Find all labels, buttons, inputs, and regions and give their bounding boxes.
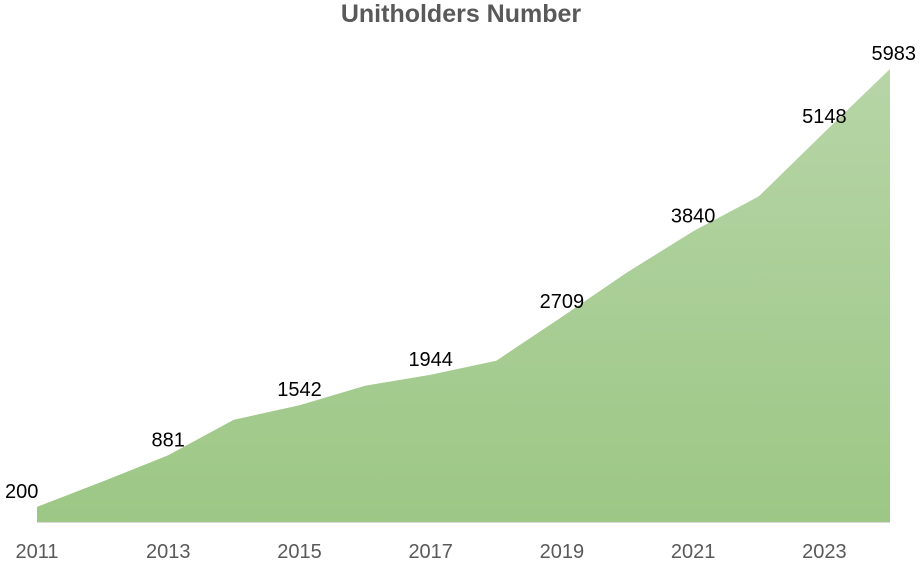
x-tick-label-2019: 2019 <box>540 541 585 563</box>
data-label-2017: 1944 <box>408 349 453 371</box>
chart-title: Unitholders Number <box>341 0 582 28</box>
x-tick-label-2017: 2017 <box>408 541 453 563</box>
x-tick-label-2023: 2023 <box>802 541 847 563</box>
x-tick-label-2011: 2011 <box>15 541 58 563</box>
data-label-2021: 3840 <box>671 205 716 227</box>
data-labels: 200 881 1542 1944 2709 3840 5148 5983 <box>5 43 916 503</box>
x-tick-label-2013: 2013 <box>146 541 191 563</box>
data-label-2019: 2709 <box>540 291 585 313</box>
x-tick-label-2021: 2021 <box>671 541 716 563</box>
x-axis-ticks: 2011 2013 2015 2017 2019 2021 2023 <box>15 541 846 563</box>
data-label-2023: 5148 <box>802 106 847 128</box>
x-tick-label-2015: 2015 <box>277 541 322 563</box>
data-label-2011: 200 <box>5 481 38 503</box>
area-series <box>37 69 890 522</box>
data-label-2013: 881 <box>152 429 185 451</box>
data-label-2015: 1542 <box>277 379 322 401</box>
data-label-2024: 5983 <box>872 43 917 65</box>
